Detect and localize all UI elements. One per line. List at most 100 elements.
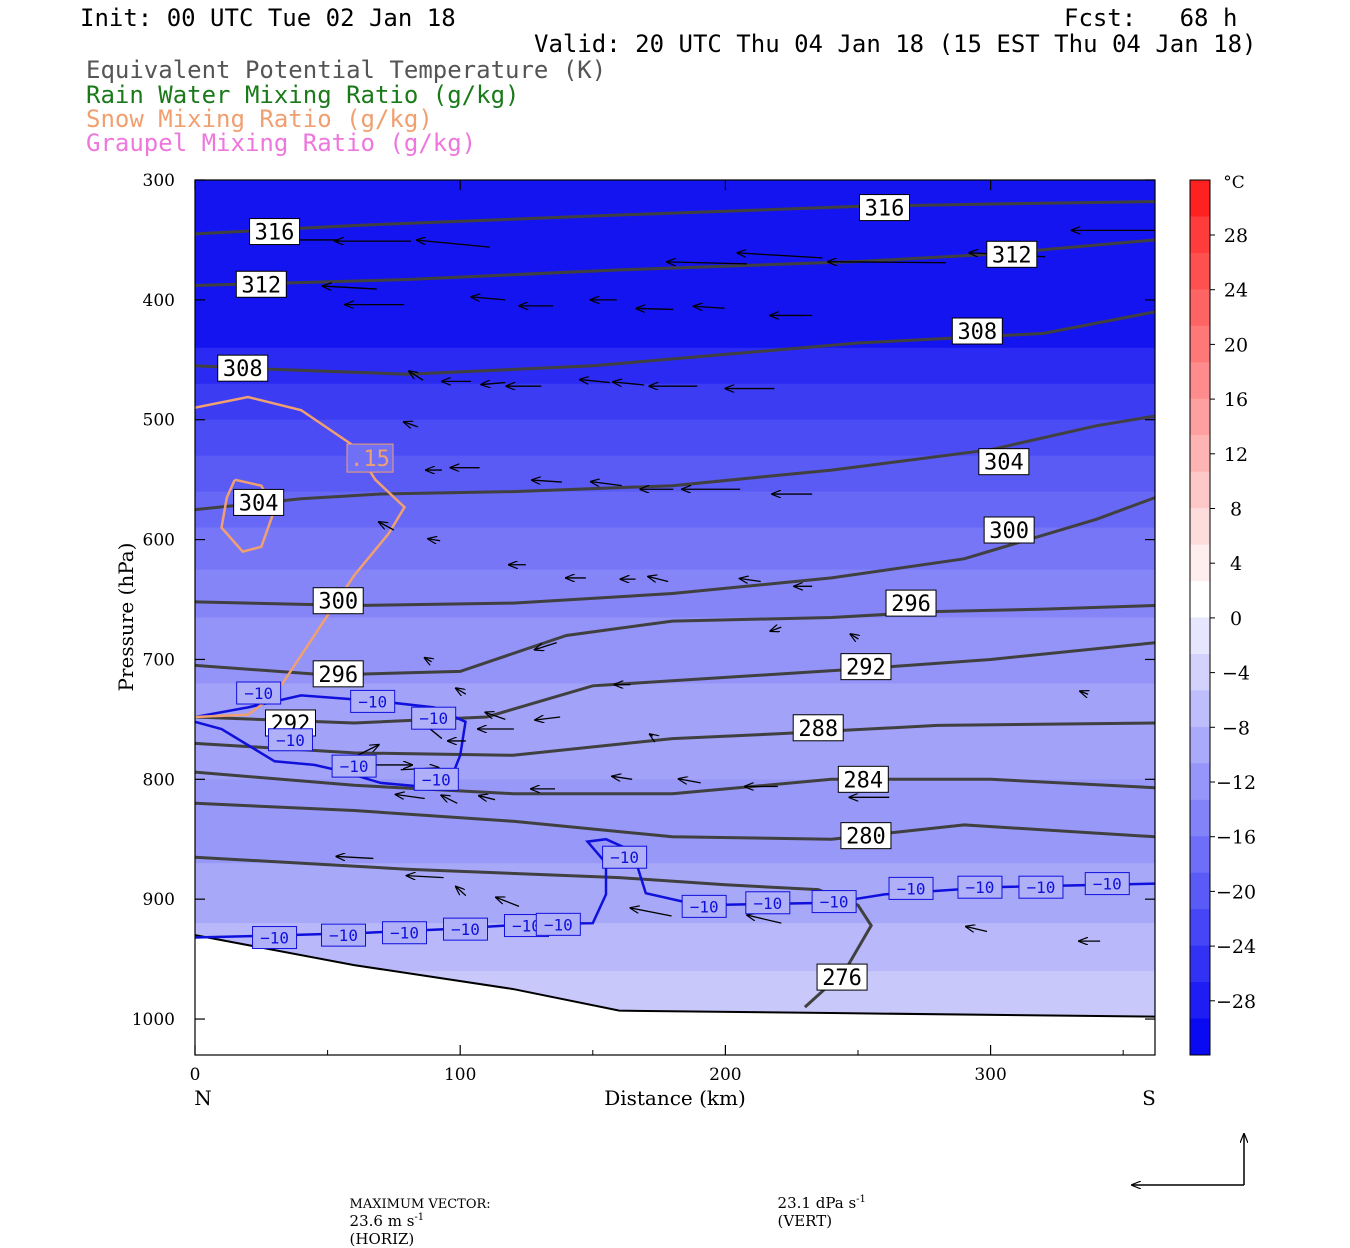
colorbar-swatch: [1190, 872, 1210, 910]
theta-e-contour: [195, 604, 1155, 677]
horiz-exponent: -1: [414, 1212, 425, 1223]
isotherm-label: −10: [690, 897, 719, 916]
isotherm-label: −10: [1093, 875, 1122, 894]
y-tick-label: 900: [143, 890, 175, 910]
wind-vector: [737, 253, 823, 259]
isotherm-label: −10: [358, 692, 387, 711]
colorbar-swatch: [1190, 1018, 1210, 1056]
wind-vector: [966, 927, 988, 932]
isotherm-label: −10: [897, 879, 926, 898]
colorbar-swatch: [1190, 763, 1210, 801]
wind-vector: [336, 856, 374, 858]
wind-vector: [323, 286, 377, 289]
wind-vector: [481, 383, 506, 385]
colorbar-swatch: [1190, 435, 1210, 473]
theta-e-label-box: [885, 589, 937, 617]
colorbar-label: 16: [1224, 389, 1248, 411]
theta-e-label-box: [217, 354, 269, 382]
theta-e-label-box: [312, 587, 364, 615]
y-tick-label: 600: [143, 531, 175, 551]
theta-e-label-box: [235, 270, 287, 298]
colorbar-swatch: [1190, 945, 1210, 983]
wind-vector: [456, 688, 467, 694]
y-axis-title: Pressure (hPa): [114, 543, 138, 692]
isotherm-label-box: [535, 912, 581, 936]
theta-e-label-box: [840, 822, 892, 850]
x-tick-label: 300: [974, 1065, 1006, 1085]
theta-e-label: 284: [843, 768, 883, 793]
field-legend-snow: Snow Mixing Ratio (g/kg): [86, 105, 433, 133]
theta-e-contour: [195, 801, 1155, 841]
terrain-mask: [195, 935, 1155, 1055]
wind-vector: [379, 522, 395, 531]
colorbar-swatch: [1190, 653, 1210, 691]
vert-vector-note: 23.1 dPa s-1 (VERT): [768, 1176, 866, 1230]
wind-vector: [650, 734, 653, 736]
wind-vector: [535, 717, 561, 720]
theta-e-label: 280: [846, 825, 886, 850]
colorbar-label: 20: [1224, 334, 1248, 356]
isotherm-label-box: [811, 890, 857, 914]
isotherm-label: −10: [329, 926, 358, 945]
theta-e-label: 288: [798, 717, 838, 742]
theta-e-label-box: [986, 240, 1038, 268]
theta-e-contour: [195, 721, 1155, 757]
max-vector-note: MAXIMUM VECTOR: 23.6 m s-1 (HORIZ): [340, 1176, 491, 1248]
wind-vector: [850, 634, 858, 639]
wind-vector: [828, 262, 946, 263]
wind-vector: [496, 897, 520, 907]
vert-unit: (VERT): [777, 1212, 833, 1230]
wind-vector: [456, 887, 467, 897]
wind-vector: [479, 796, 496, 800]
wind-vector: [441, 795, 458, 804]
colorbar-label: 8: [1230, 499, 1242, 521]
colorbar-swatch: [1190, 216, 1210, 254]
snow-label-box: [346, 443, 394, 473]
isotherm-label-box: [681, 894, 727, 918]
colorbar-label: −20: [1216, 881, 1256, 903]
theta-e-label: 304: [239, 491, 279, 516]
isotherm-label: −10: [244, 684, 273, 703]
isotherm-label: −10: [1027, 878, 1056, 897]
isotherm-label-box: [745, 891, 791, 915]
wind-vector: [631, 908, 672, 917]
theta-e-label-box: [312, 660, 364, 688]
colorbar-label: 28: [1224, 225, 1248, 247]
colorbar-swatch: [1190, 180, 1210, 217]
colorbar-label: 0: [1230, 608, 1242, 630]
field-legend-theta-e: Equivalent Potential Temperature (K): [86, 56, 607, 84]
field-legend-graupel: Graupel Mixing Ratio (g/kg): [86, 129, 477, 157]
theta-e-contour: [195, 770, 1155, 796]
colorbar-label: −16: [1216, 827, 1256, 849]
theta-e-label-box: [816, 963, 868, 991]
valid-time: Valid: 20 UTC Thu 04 Jan 18 (15 EST Thu …: [534, 30, 1257, 58]
theta-e-label: 312: [241, 273, 281, 298]
theta-e-label: 308: [223, 357, 263, 382]
wind-vector: [591, 482, 622, 486]
wind-vector: [425, 658, 432, 662]
wind-vector: [532, 480, 562, 482]
theta-e-label-box: [840, 653, 892, 681]
colorbar-swatch: [1190, 581, 1210, 618]
isotherm-label-box: [267, 728, 313, 752]
field-legend-rain: Rain Water Mixing Ratio (g/kg): [86, 81, 520, 109]
x-tick-label: 200: [709, 1065, 741, 1085]
init-label: Init: 00 UTC Tue 02 Jan 18: [80, 4, 456, 32]
wind-vector: [417, 240, 490, 248]
snow-label: .15: [350, 447, 390, 472]
wind-vector: [407, 876, 444, 878]
theta-e-label-box: [951, 317, 1003, 345]
isotherm-label-box: [602, 845, 648, 869]
isotherm-label-box: [1084, 872, 1130, 896]
theta-e-contour: [195, 414, 1155, 512]
wind-vector: [667, 262, 748, 264]
colorbar-label: 4: [1230, 553, 1242, 575]
wind-vector: [679, 779, 701, 783]
wind-vector: [636, 308, 674, 309]
south-label: S: [1142, 1086, 1156, 1110]
colorbar-label: −8: [1222, 717, 1250, 739]
theta-e-contour: [195, 641, 1155, 725]
wind-vector: [740, 579, 761, 582]
theta-e-label: 312: [992, 243, 1032, 268]
theta-e-label: 300: [318, 590, 358, 615]
